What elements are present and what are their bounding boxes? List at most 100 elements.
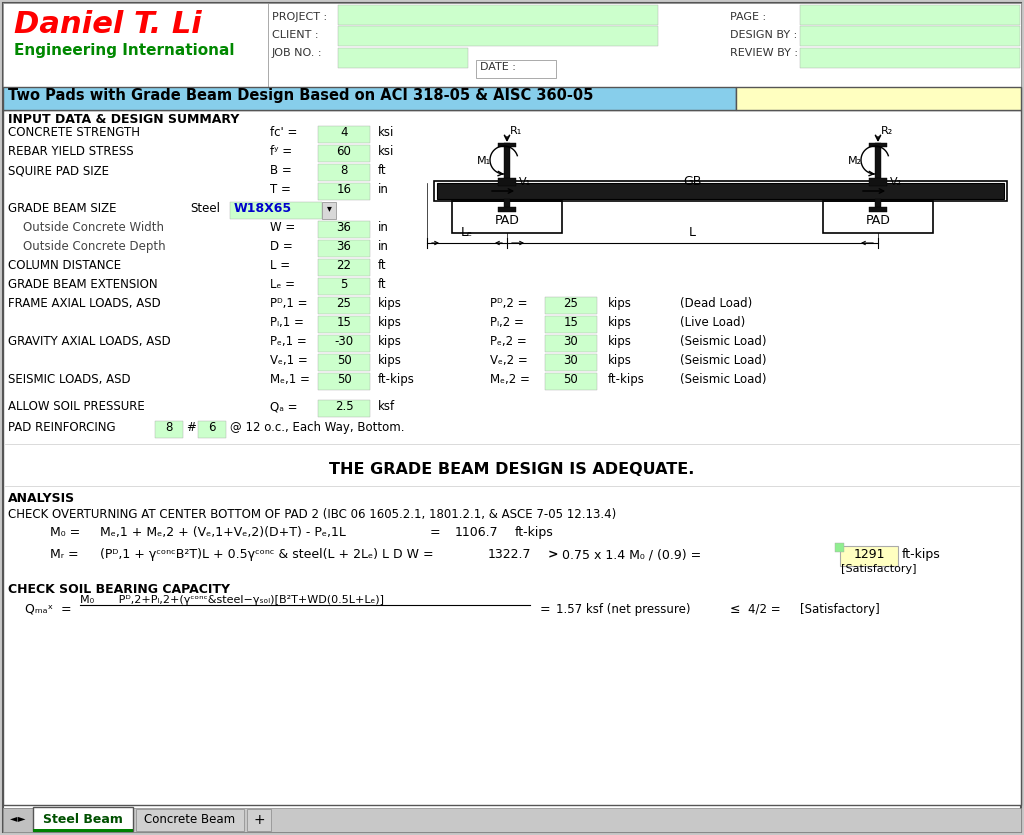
- Text: GRADE BEAM SIZE: GRADE BEAM SIZE: [8, 202, 117, 215]
- Text: kips: kips: [608, 316, 632, 329]
- Bar: [545, 335, 597, 352]
- Bar: [840, 546, 898, 566]
- Bar: [545, 354, 597, 371]
- Text: CHECK SOIL BEARING CAPACITY: CHECK SOIL BEARING CAPACITY: [8, 583, 230, 596]
- Text: Steel: Steel: [190, 202, 220, 215]
- Text: 30: 30: [563, 354, 579, 367]
- Text: SQUIRE PAD SIZE: SQUIRE PAD SIZE: [8, 164, 109, 177]
- Text: #: #: [186, 421, 196, 434]
- Text: Daniel T. Li: Daniel T. Li: [14, 10, 202, 39]
- Text: 60: 60: [337, 145, 351, 158]
- Text: 0.75 x 1.4 M₀ / (0.9) =: 0.75 x 1.4 M₀ / (0.9) =: [562, 548, 701, 561]
- Bar: [3, 3, 268, 87]
- Bar: [318, 278, 370, 295]
- Text: T =: T =: [270, 183, 291, 196]
- Text: 1.57 ksf (net pressure): 1.57 ksf (net pressure): [556, 603, 690, 616]
- Text: +: +: [253, 813, 265, 827]
- Text: ≤: ≤: [730, 603, 740, 616]
- Text: 1106.7: 1106.7: [455, 526, 499, 539]
- Bar: [318, 259, 370, 276]
- Text: D =: D =: [270, 240, 293, 253]
- Text: Mₑ,1 =: Mₑ,1 =: [270, 373, 310, 386]
- Text: (Seismic Load): (Seismic Load): [680, 373, 767, 386]
- Text: kips: kips: [608, 335, 632, 348]
- Bar: [498, 207, 516, 212]
- Text: JOB NO. :: JOB NO. :: [272, 48, 323, 58]
- Text: >: >: [548, 548, 558, 561]
- Bar: [338, 5, 658, 25]
- Text: ►: ►: [18, 813, 26, 823]
- Bar: [498, 143, 516, 147]
- Bar: [504, 143, 510, 183]
- Text: ft-kips: ft-kips: [902, 548, 941, 561]
- Text: ksi: ksi: [378, 126, 394, 139]
- Text: INPUT DATA & DESIGN SUMMARY: INPUT DATA & DESIGN SUMMARY: [8, 113, 240, 126]
- Text: 1291: 1291: [853, 548, 885, 561]
- Bar: [3, 808, 33, 832]
- Text: kips: kips: [378, 354, 401, 367]
- Bar: [545, 316, 597, 333]
- Text: SEISMIC LOADS, ASD: SEISMIC LOADS, ASD: [8, 373, 131, 386]
- Text: Lₑ =: Lₑ =: [270, 278, 295, 291]
- Bar: [33, 807, 133, 831]
- Bar: [136, 809, 244, 831]
- Text: REBAR YIELD STRESS: REBAR YIELD STRESS: [8, 145, 133, 158]
- Bar: [3, 3, 1021, 87]
- Text: Mᵣ =: Mᵣ =: [50, 548, 79, 561]
- Bar: [3, 110, 1021, 805]
- Text: CHECK OVERTURNING AT CENTER BOTTOM OF PAD 2 (IBC 06 1605.2.1, 1801.2.1, & ASCE 7: CHECK OVERTURNING AT CENTER BOTTOM OF PA…: [8, 508, 616, 521]
- Text: Qₐ =: Qₐ =: [270, 400, 298, 413]
- Text: PROJECT :: PROJECT :: [272, 12, 327, 22]
- Text: DESIGN BY :: DESIGN BY :: [730, 30, 798, 40]
- Text: kips: kips: [608, 354, 632, 367]
- Bar: [452, 201, 562, 233]
- Text: 36: 36: [337, 221, 351, 234]
- Text: L: L: [688, 226, 695, 239]
- Text: R₁: R₁: [510, 126, 522, 136]
- Text: Pᴰ,1 =: Pᴰ,1 =: [270, 297, 307, 310]
- Bar: [318, 240, 370, 257]
- Text: GB: GB: [683, 175, 701, 188]
- Text: ksf: ksf: [378, 400, 395, 413]
- Text: M₂: M₂: [848, 156, 862, 166]
- Text: =: =: [430, 526, 440, 539]
- Text: ft-kips: ft-kips: [608, 373, 645, 386]
- Text: FRAME AXIAL LOADS, ASD: FRAME AXIAL LOADS, ASD: [8, 297, 161, 310]
- Text: B =: B =: [270, 164, 292, 177]
- Text: =: =: [540, 603, 551, 616]
- Bar: [545, 373, 597, 390]
- Text: in: in: [378, 183, 389, 196]
- Bar: [736, 87, 1021, 110]
- Text: 15: 15: [337, 316, 351, 329]
- Text: -30: -30: [335, 335, 353, 348]
- Text: (Dead Load): (Dead Load): [680, 297, 753, 310]
- Text: kips: kips: [378, 316, 401, 329]
- Text: 22: 22: [337, 259, 351, 272]
- Bar: [318, 297, 370, 314]
- Text: W18X65: W18X65: [234, 202, 292, 215]
- Bar: [318, 400, 370, 417]
- Text: ft-kips: ft-kips: [378, 373, 415, 386]
- Text: GRADE BEAM EXTENSION: GRADE BEAM EXTENSION: [8, 278, 158, 291]
- Text: 30: 30: [563, 335, 579, 348]
- Bar: [33, 829, 133, 832]
- Text: [Satisfactory]: [Satisfactory]: [841, 564, 916, 574]
- Text: W =: W =: [270, 221, 295, 234]
- Text: 8: 8: [340, 164, 348, 177]
- Text: DATE :: DATE :: [480, 62, 516, 72]
- Text: in: in: [378, 221, 389, 234]
- Bar: [800, 26, 1020, 46]
- Text: 6: 6: [208, 421, 216, 434]
- Text: ft: ft: [378, 164, 387, 177]
- Text: Lₑ: Lₑ: [461, 226, 473, 239]
- Text: ft: ft: [378, 259, 387, 272]
- Bar: [318, 145, 370, 162]
- Text: 25: 25: [563, 297, 579, 310]
- Text: in: in: [378, 240, 389, 253]
- Bar: [869, 178, 887, 186]
- Bar: [835, 543, 844, 552]
- Text: Outside Concrete Depth: Outside Concrete Depth: [8, 240, 166, 253]
- Text: ◄: ◄: [10, 813, 17, 823]
- Bar: [874, 143, 881, 183]
- Text: 36: 36: [337, 240, 351, 253]
